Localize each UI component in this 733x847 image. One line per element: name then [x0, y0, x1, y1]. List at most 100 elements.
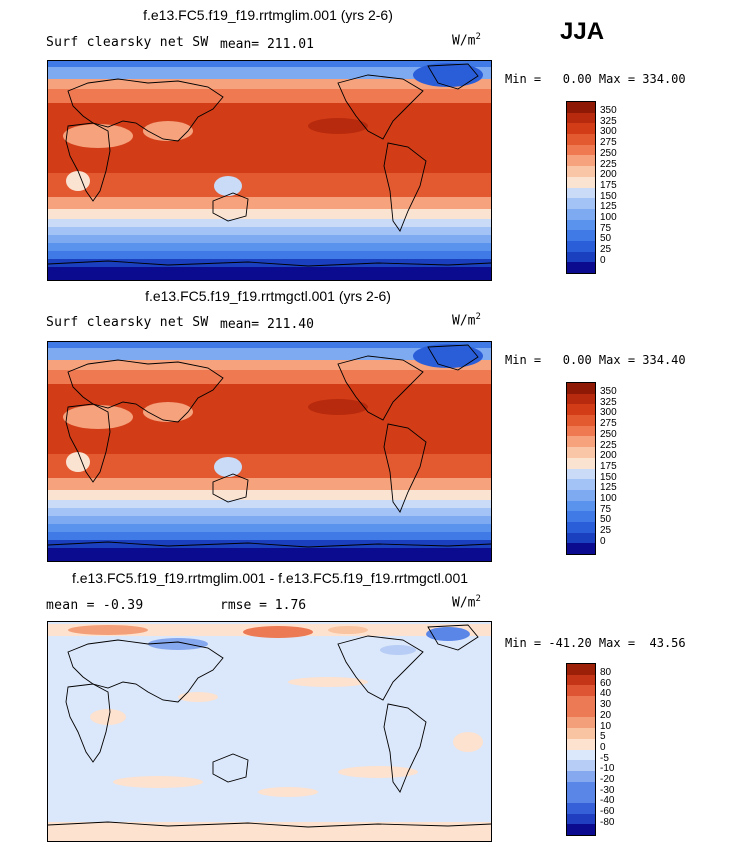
panel-1-mean: mean= 211.01: [220, 37, 314, 52]
colorbar-label: 350: [600, 105, 617, 116]
colorbar-label: 75: [600, 503, 612, 515]
colorbar-swatch: [567, 198, 595, 209]
colorbar-label: 175: [600, 460, 617, 472]
colorbar-swatch: [567, 393, 595, 405]
colorbar-label: -10: [600, 763, 615, 775]
colorbar-label: 40: [600, 688, 612, 700]
colorbar-label: 125: [600, 201, 617, 213]
colorbar-swatch: [567, 176, 595, 188]
colorbar-label: 25: [600, 244, 612, 256]
colorbar-swatch: [567, 543, 595, 554]
panel-2-colorbar: [566, 382, 596, 555]
colorbar-swatch: [567, 792, 595, 803]
colorbar-label: 325: [600, 115, 617, 127]
colorbar-swatch: [567, 770, 595, 782]
colorbar-swatch: [567, 738, 595, 750]
colorbar-label: -20: [600, 774, 615, 786]
colorbar-swatch: [567, 760, 595, 771]
colorbar-swatch: [567, 489, 595, 501]
panel-3-colorbar: [566, 663, 596, 836]
colorbar-label: 150: [600, 471, 617, 483]
colorbar-swatch: [567, 685, 595, 697]
colorbar-swatch: [567, 674, 595, 686]
colorbar-swatch: [567, 696, 595, 707]
panel-3-units: W/m2: [452, 594, 481, 611]
colorbar-swatch: [567, 208, 595, 220]
colorbar-label: 50: [600, 233, 612, 245]
panel-3-rmse: rmse = 1.76: [220, 598, 307, 613]
colorbar-swatch: [567, 102, 595, 113]
colorbar-label: 300: [600, 126, 617, 138]
colorbar-swatch: [567, 404, 595, 416]
colorbar-label: 25: [600, 525, 612, 537]
colorbar-swatch: [567, 230, 595, 241]
colorbar-label: 175: [600, 179, 617, 191]
colorbar-label: 350: [600, 386, 617, 397]
colorbar-label: 0: [600, 254, 606, 266]
colorbar-label: 125: [600, 482, 617, 494]
colorbar-label: -30: [600, 784, 615, 796]
colorbar-label: 20: [600, 709, 612, 721]
panel-2-units: W/m2: [452, 312, 481, 329]
colorbar-swatch: [567, 728, 595, 739]
colorbar-label: 80: [600, 667, 612, 678]
colorbar-swatch: [567, 511, 595, 522]
colorbar-swatch: [567, 479, 595, 490]
panel-1-map: [47, 60, 492, 281]
colorbar-swatch: [567, 262, 595, 273]
colorbar-label: 200: [600, 450, 617, 462]
colorbar-label: 0: [600, 741, 606, 753]
colorbar-swatch: [567, 425, 595, 437]
colorbar-label: 75: [600, 222, 612, 234]
colorbar-label: 225: [600, 158, 617, 170]
panel-2-colorbar-labels: 350 325 300 275 250 225 200 175 150 125 100 75 50 25 0: [600, 386, 617, 548]
panel-1-minmax: Min = 0.00 Max = 334.00: [505, 72, 686, 86]
colorbar-swatch: [567, 457, 595, 469]
colorbar-swatch: [567, 717, 595, 729]
colorbar-label: 275: [600, 418, 617, 430]
colorbar-swatch: [567, 664, 595, 675]
colorbar-swatch: [567, 532, 595, 544]
panel-2-mean: mean= 211.40: [220, 317, 314, 332]
colorbar-label: 225: [600, 439, 617, 451]
panel-3-title: f.e13.FC5.f19_f19.rrtmglim.001 - f.e13.F…: [71, 570, 469, 586]
colorbar-swatch: [567, 781, 595, 793]
colorbar-label: 250: [600, 147, 617, 159]
colorbar-label: 30: [600, 699, 612, 711]
colorbar-swatch: [567, 447, 595, 458]
colorbar-label: 100: [600, 493, 617, 505]
panel-2-title: f.e13.FC5.f19_f19.rrtmgctl.001 (yrs 2-6): [145, 288, 391, 304]
colorbar-swatch: [567, 802, 595, 814]
colorbar-swatch: [567, 219, 595, 231]
colorbar-swatch: [567, 436, 595, 448]
panel-2-left-string: Surf clearsky net SW: [46, 315, 209, 330]
panel-1-colorbar-labels: 350 325 300 275 250 225 200 175 150 125 100 75 50 25 0: [600, 105, 617, 267]
panel-3-mean: mean = -0.39: [46, 598, 144, 613]
colorbar-swatch: [567, 824, 595, 835]
colorbar-swatch: [567, 144, 595, 156]
panel-3-map: [47, 621, 492, 842]
colorbar-label: 50: [600, 514, 612, 526]
colorbar-swatch: [567, 251, 595, 263]
colorbar-swatch: [567, 155, 595, 167]
colorbar-swatch: [567, 166, 595, 177]
colorbar-swatch: [567, 500, 595, 512]
colorbar-swatch: [567, 415, 595, 426]
colorbar-label: 250: [600, 428, 617, 440]
colorbar-swatch: [567, 749, 595, 761]
colorbar-swatch: [567, 468, 595, 480]
colorbar-swatch: [567, 112, 595, 124]
colorbar-label: 300: [600, 407, 617, 419]
panel-3-minmax: Min = -41.20 Max = 43.56: [505, 636, 686, 650]
season-label: JJA: [560, 18, 605, 45]
colorbar-label: -40: [600, 795, 615, 807]
colorbar-label: 200: [600, 169, 617, 181]
colorbar-swatch: [567, 240, 595, 252]
colorbar-swatch: [567, 813, 595, 825]
panel-1-left-string: Surf clearsky net SW: [46, 35, 209, 50]
panel-1-colorbar: [566, 101, 596, 274]
colorbar-label: -5: [600, 752, 609, 764]
colorbar-swatch: [567, 383, 595, 394]
colorbar-label: 150: [600, 190, 617, 202]
colorbar-label: 275: [600, 137, 617, 149]
